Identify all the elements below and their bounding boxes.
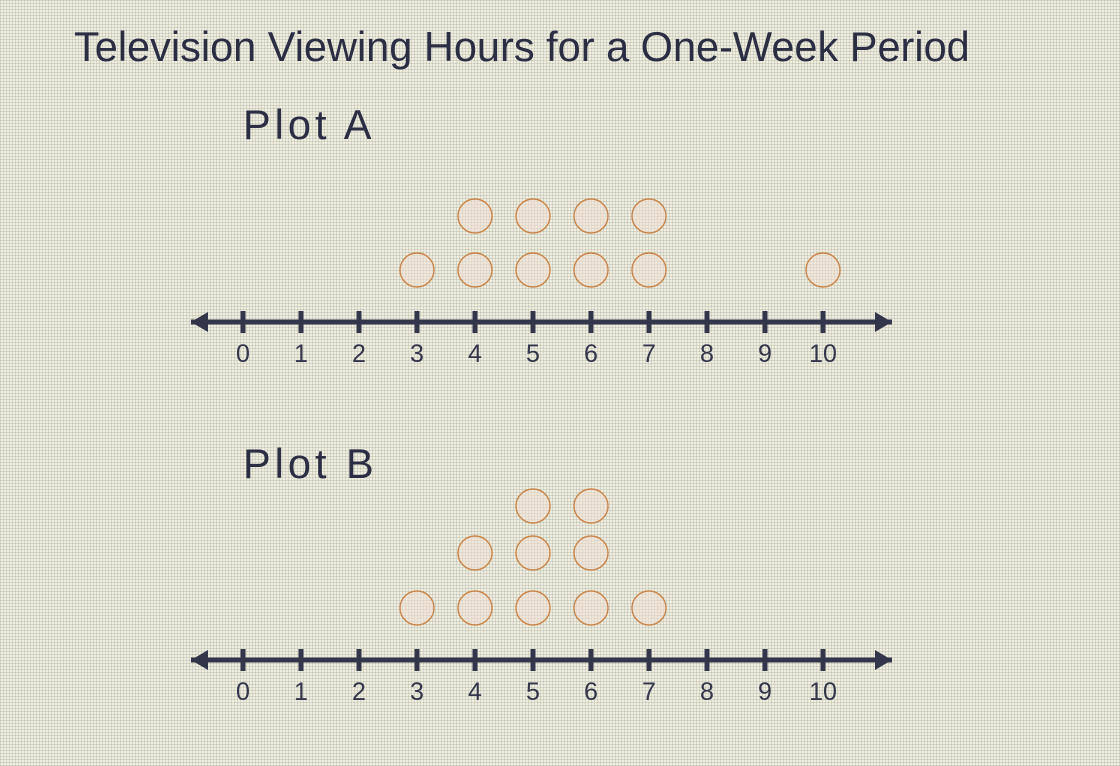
svg-text:8: 8 [700,340,714,368]
svg-text:3: 3 [410,678,424,706]
svg-text:4: 4 [468,678,482,706]
svg-text:3: 3 [410,340,424,368]
svg-text:6: 6 [584,678,598,706]
svg-text:2: 2 [352,678,366,706]
svg-text:5: 5 [526,678,540,706]
svg-text:10: 10 [809,678,837,706]
svg-text:9: 9 [758,678,772,706]
svg-text:1: 1 [294,340,308,368]
svg-text:1: 1 [294,678,308,706]
svg-text:0: 0 [236,340,250,368]
svg-text:2: 2 [352,340,366,368]
svg-text:9: 9 [758,340,772,368]
svg-text:8: 8 [700,678,714,706]
svg-text:6: 6 [584,340,598,368]
svg-text:4: 4 [468,340,482,368]
svg-text:10: 10 [809,340,837,368]
svg-text:7: 7 [642,340,656,368]
svg-text:7: 7 [642,678,656,706]
svg-text:0: 0 [236,678,250,706]
svg-text:5: 5 [526,340,540,368]
